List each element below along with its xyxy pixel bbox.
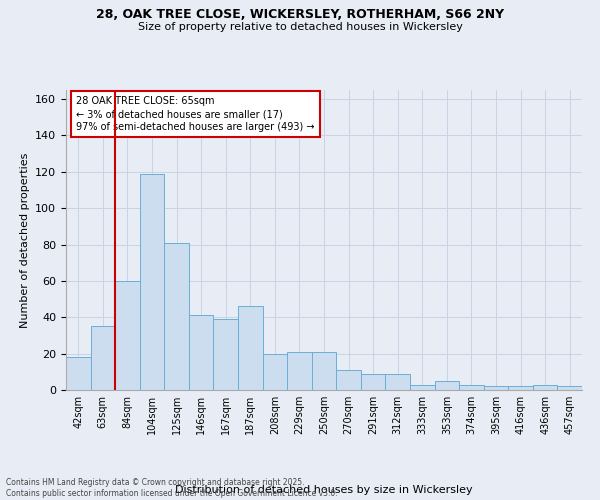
Bar <box>410 384 434 390</box>
Bar <box>336 370 361 390</box>
Bar <box>189 316 214 390</box>
Bar <box>361 374 385 390</box>
Bar <box>385 374 410 390</box>
Bar <box>287 352 312 390</box>
Text: Distribution of detached houses by size in Wickersley: Distribution of detached houses by size … <box>175 485 473 495</box>
Bar <box>115 281 140 390</box>
Bar <box>214 319 238 390</box>
Bar <box>238 306 263 390</box>
Bar <box>66 358 91 390</box>
Bar <box>91 326 115 390</box>
Text: Size of property relative to detached houses in Wickersley: Size of property relative to detached ho… <box>137 22 463 32</box>
Bar <box>312 352 336 390</box>
Bar <box>434 381 459 390</box>
Bar <box>484 386 508 390</box>
Bar <box>263 354 287 390</box>
Bar <box>164 242 189 390</box>
Bar <box>140 174 164 390</box>
Text: Contains HM Land Registry data © Crown copyright and database right 2025.
Contai: Contains HM Land Registry data © Crown c… <box>6 478 338 498</box>
Bar <box>533 384 557 390</box>
Bar <box>557 386 582 390</box>
Text: 28, OAK TREE CLOSE, WICKERSLEY, ROTHERHAM, S66 2NY: 28, OAK TREE CLOSE, WICKERSLEY, ROTHERHA… <box>96 8 504 20</box>
Bar <box>459 384 484 390</box>
Y-axis label: Number of detached properties: Number of detached properties <box>20 152 29 328</box>
Text: 28 OAK TREE CLOSE: 65sqm
← 3% of detached houses are smaller (17)
97% of semi-de: 28 OAK TREE CLOSE: 65sqm ← 3% of detache… <box>76 96 315 132</box>
Bar <box>508 386 533 390</box>
